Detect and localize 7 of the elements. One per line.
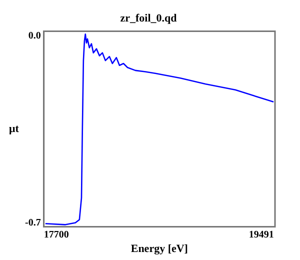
y-tick-label: 0.0 — [28, 30, 41, 42]
x-tick-label: 19491 — [248, 229, 274, 240]
y-axis-title: μt — [9, 122, 20, 135]
x-tick-label: 17700 — [44, 229, 69, 240]
x-axis-title: Energy [eV] — [130, 243, 188, 256]
chart-title: zr_foil_0.qd — [120, 12, 177, 24]
y-tick-label: -0.7 — [24, 217, 41, 228]
